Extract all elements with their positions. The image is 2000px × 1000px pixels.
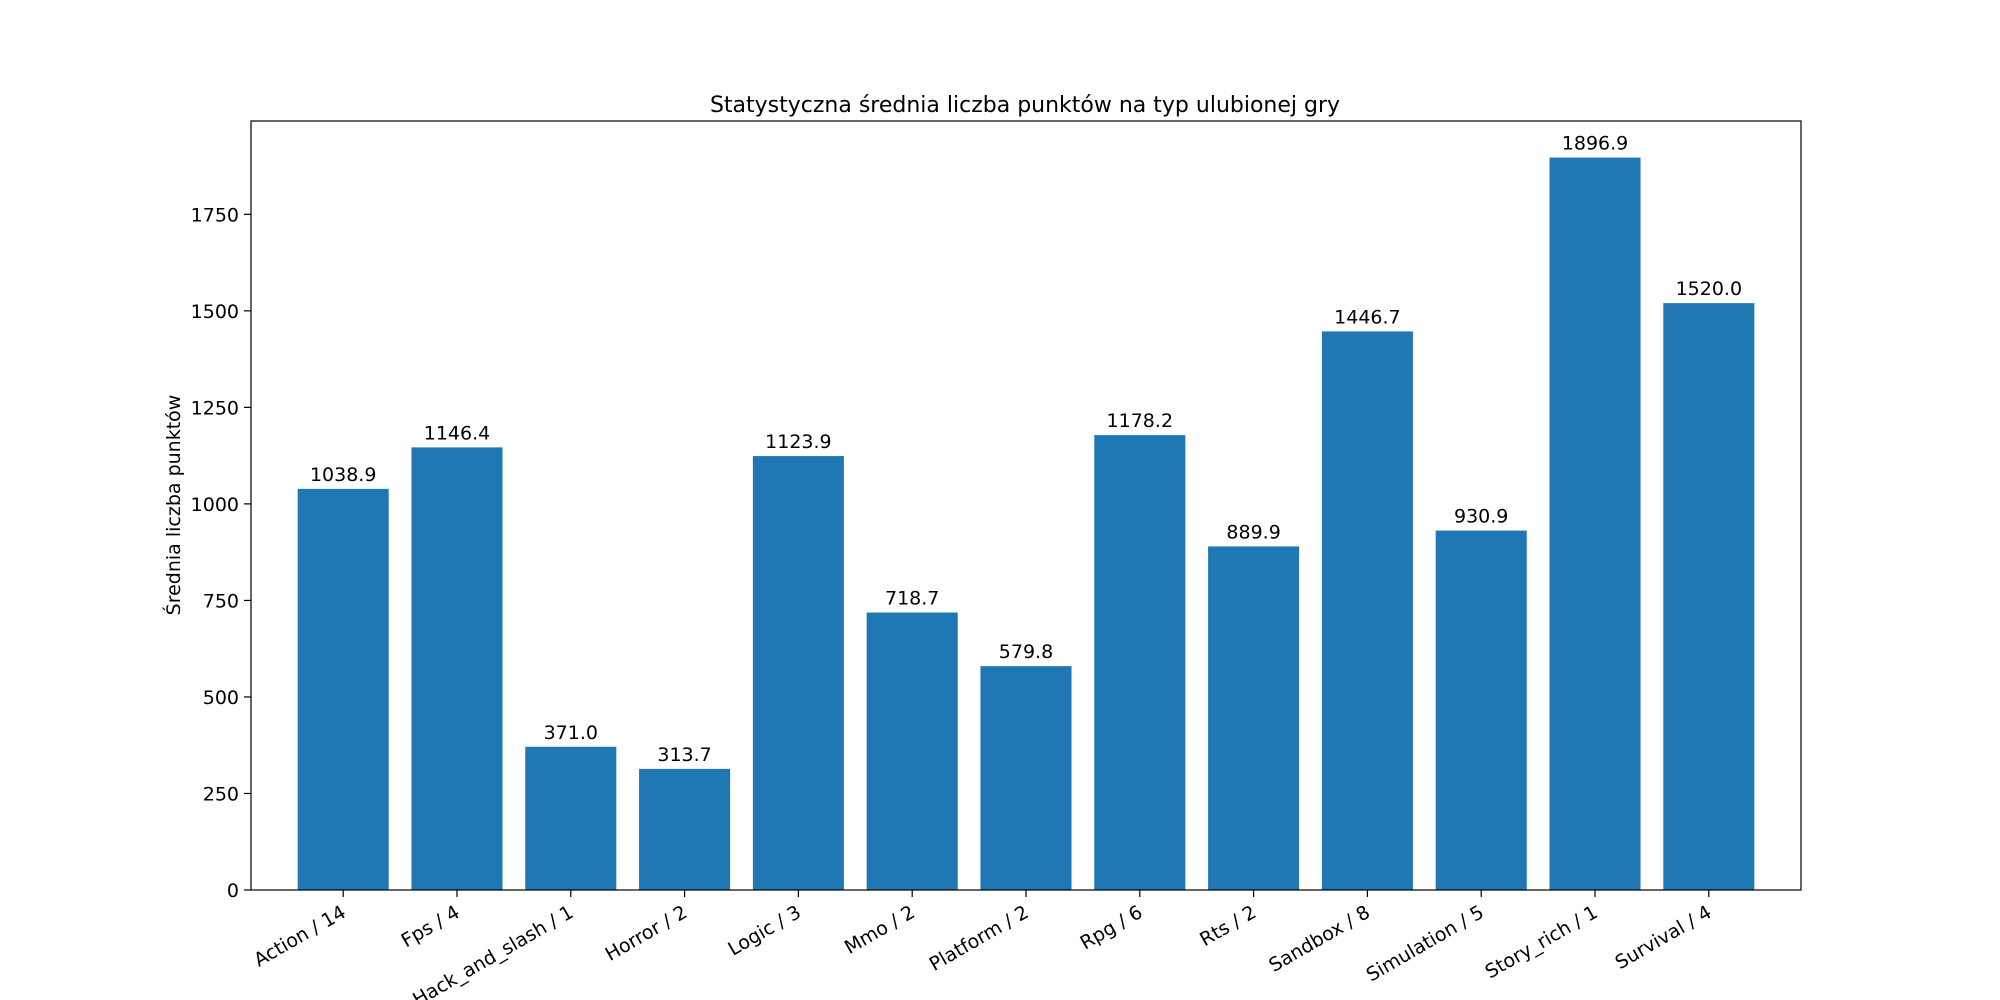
bar-value-label: 579.8 [999,641,1053,663]
bar [1321,331,1413,890]
bar-value-label: 371.0 [544,722,598,744]
y-axis-label: Średnia liczba punktów [161,395,185,616]
bar [1435,530,1527,890]
chart-title: Statystyczna średnia liczba punktów na t… [710,93,1340,118]
bar [1663,303,1755,890]
bar-value-label: 1178.2 [1107,410,1173,432]
y-tick-label: 0 [227,880,239,902]
bar [297,488,389,890]
y-axis-ticks: 0 250 500 750 1000 1250 1500 1750 [191,204,251,902]
bar [411,447,503,890]
bar-value-label: 313.7 [657,744,711,766]
bar [1549,157,1641,891]
y-tick-label: 1250 [191,397,239,419]
bar [980,666,1072,890]
bar [639,768,731,890]
bar-value-label: 718.7 [885,588,939,610]
bar [525,746,617,890]
bar-value-label: 889.9 [1226,521,1280,543]
y-tick-label: 250 [203,783,239,805]
y-tick-label: 1500 [191,301,239,323]
bar [752,456,844,890]
bar [1208,546,1300,890]
bar-value-label: 1146.4 [424,422,490,444]
y-tick-label: 750 [203,590,239,612]
bar [1094,435,1186,890]
plot-frame [250,120,1802,891]
y-tick-label: 500 [203,687,239,709]
bars [297,157,1755,891]
bar-value-label: 1446.7 [1334,306,1400,328]
bar-value-label: 930.9 [1454,506,1508,528]
bar-value-labels: 1038.9 1146.4 371.0 313.7 1123.9 718.7 579.8 11… [310,133,1742,766]
bar-value-label: 1520.0 [1676,278,1742,300]
y-tick-label: 1000 [191,494,239,516]
y-tick-label: 1750 [191,204,239,226]
bar [866,612,958,890]
bar-value-label: 1038.9 [310,464,376,486]
bar-value-label: 1896.9 [1562,133,1628,155]
bar-value-label: 1123.9 [765,431,831,453]
